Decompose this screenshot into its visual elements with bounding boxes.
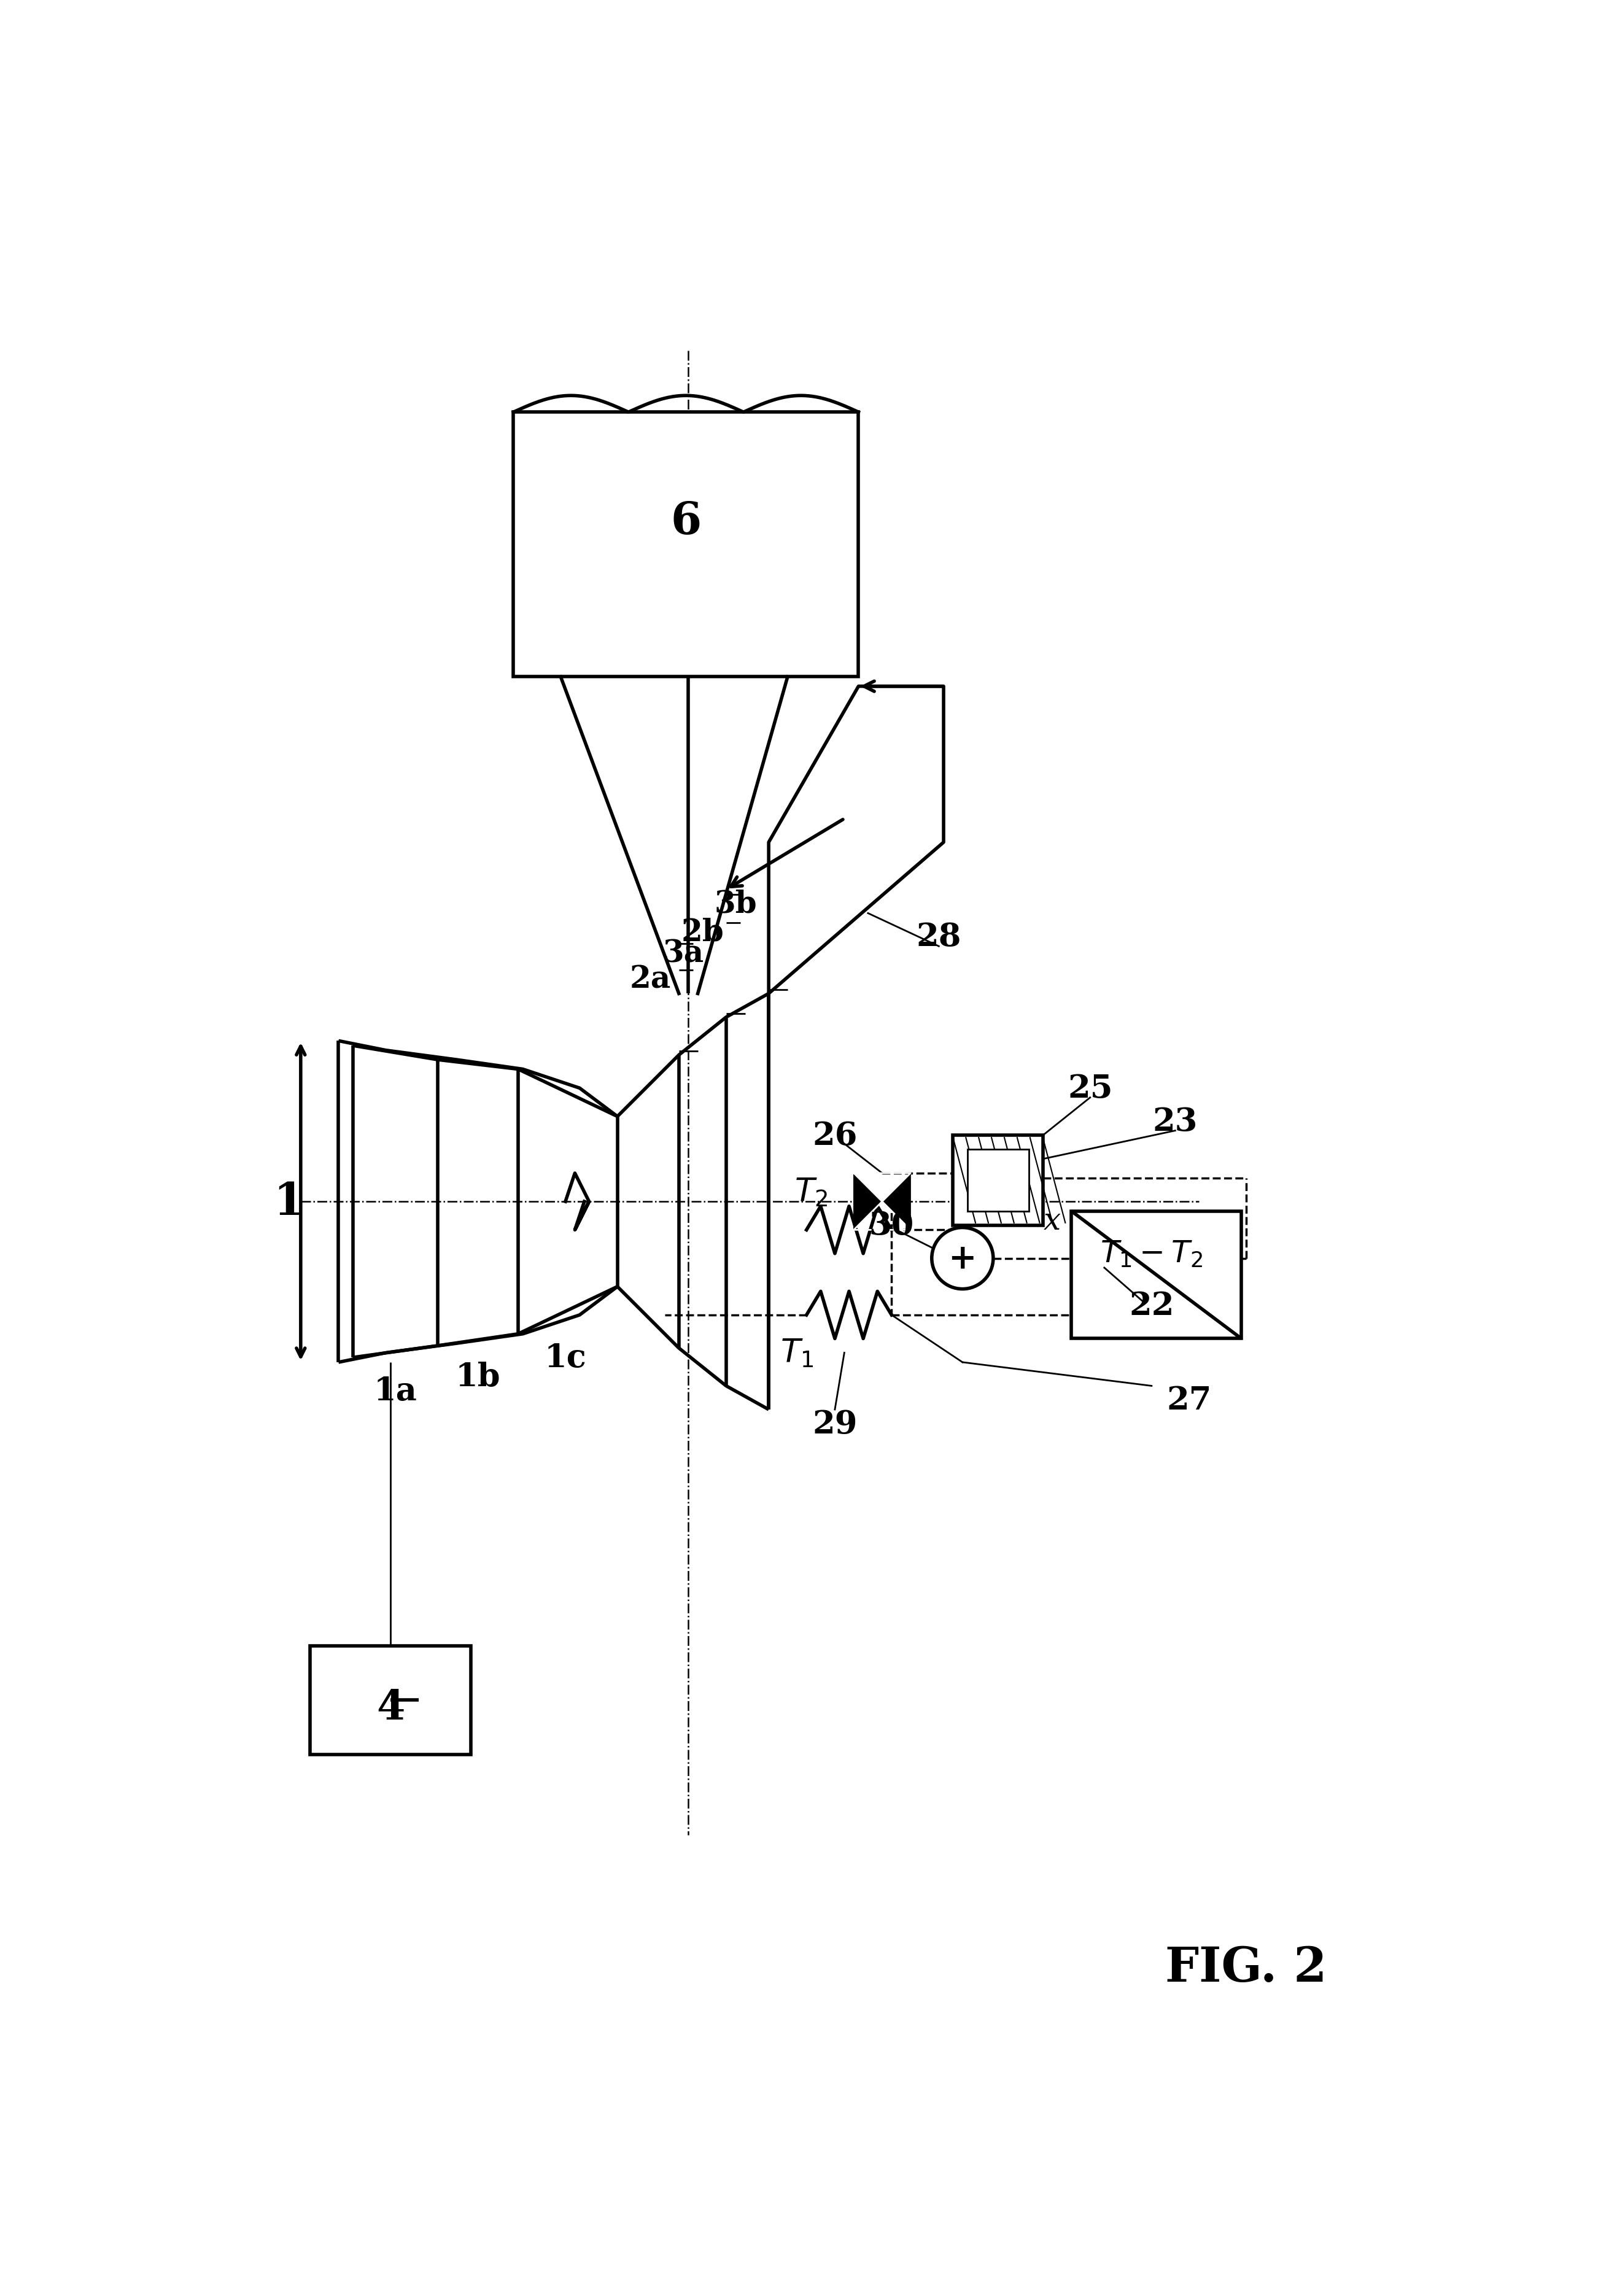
Text: 22: 22 — [1129, 1290, 1174, 1322]
Text: FIG. 2: FIG. 2 — [1166, 1945, 1328, 1991]
Text: 1a: 1a — [374, 1375, 417, 1407]
Text: 29: 29 — [812, 1407, 857, 1440]
Text: 6: 6 — [671, 501, 702, 544]
Text: +: + — [948, 1242, 977, 1274]
Text: 3b: 3b — [715, 889, 757, 918]
Text: $T_1$: $T_1$ — [781, 1336, 813, 1368]
Text: 1: 1 — [273, 1180, 304, 1224]
Text: 30: 30 — [868, 1210, 914, 1242]
Bar — [310, 1646, 471, 1754]
Text: 27: 27 — [1167, 1384, 1211, 1417]
Text: 2a: 2a — [631, 964, 671, 994]
Text: 3a: 3a — [663, 939, 703, 969]
Text: 23: 23 — [1153, 1107, 1198, 1137]
Text: 1c: 1c — [545, 1343, 587, 1373]
Bar — [514, 413, 859, 677]
Polygon shape — [883, 1173, 910, 1231]
Text: 1b: 1b — [456, 1362, 501, 1391]
Polygon shape — [854, 1173, 883, 1231]
Text: 26: 26 — [812, 1120, 857, 1150]
Bar — [967, 1150, 1028, 1212]
Text: 25: 25 — [1067, 1072, 1112, 1104]
Bar — [952, 1137, 1043, 1226]
Bar — [1070, 1212, 1242, 1339]
Text: 4: 4 — [377, 1688, 404, 1727]
Text: $T_2$: $T_2$ — [794, 1176, 828, 1208]
Circle shape — [931, 1228, 993, 1288]
Text: $T_1 - T_2$: $T_1 - T_2$ — [1100, 1238, 1203, 1270]
Text: 2b: 2b — [681, 918, 724, 948]
Text: 28: 28 — [917, 921, 962, 953]
Text: x: x — [1043, 1205, 1061, 1235]
